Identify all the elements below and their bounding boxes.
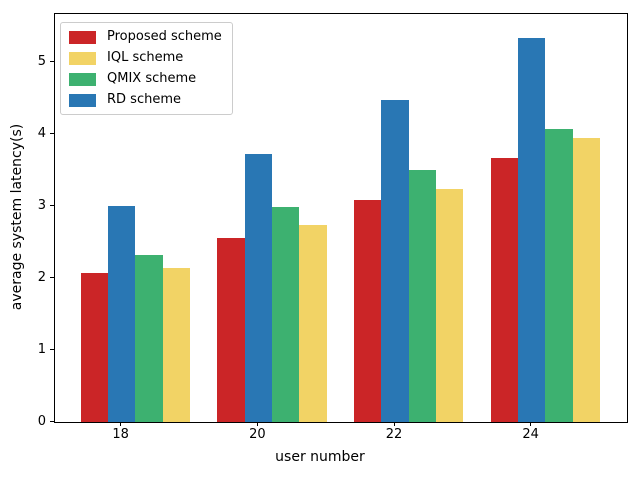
- legend-item-proposed-scheme: Proposed scheme: [69, 30, 224, 44]
- bar-iql-scheme-20: [299, 224, 327, 422]
- bar-proposed-scheme-22: [354, 200, 382, 422]
- x-tick-mark-24: [530, 422, 532, 426]
- bar-qmix-scheme-22: [408, 169, 436, 422]
- x-tick-mark-20: [256, 422, 258, 426]
- x-tick-label-20: 20: [249, 427, 266, 442]
- legend-item-qmix-scheme: QMIX scheme: [69, 72, 224, 86]
- bar-rd-scheme-22: [381, 99, 409, 422]
- y-axis-title: average system latency(s): [9, 123, 25, 311]
- bar-proposed-scheme-18: [80, 272, 108, 422]
- legend: Proposed scheme IQL scheme QMIX scheme RD s…: [60, 22, 233, 115]
- legend-swatch-rd-scheme: [69, 93, 96, 107]
- legend-item-iql-scheme: IQL scheme: [69, 51, 224, 65]
- bar-rd-scheme-18: [108, 205, 136, 422]
- legend-item-rd-scheme: RD scheme: [69, 93, 224, 107]
- bar-qmix-scheme-24: [545, 128, 573, 422]
- legend-swatch-proposed-scheme: [69, 30, 96, 44]
- bar-iql-scheme-22: [436, 188, 464, 422]
- y-tick-label-3: 3: [37, 198, 46, 213]
- legend-swatch-iql-scheme: [69, 51, 96, 65]
- y-tick-label-2: 2: [37, 269, 46, 285]
- y-tick-mark-5: [50, 61, 54, 63]
- x-tick-label-18: 18: [112, 427, 129, 442]
- y-tick-mark-1: [50, 348, 54, 350]
- legend-swatch-qmix-scheme: [69, 72, 96, 86]
- bar-qmix-scheme-20: [272, 207, 300, 422]
- legend-label-rd-scheme: RD scheme: [107, 92, 181, 107]
- y-tick-label-5: 5: [37, 54, 46, 70]
- bar-rd-scheme-24: [518, 38, 546, 422]
- y-tick-label-4: 4: [37, 126, 46, 142]
- bar-rd-scheme-20: [244, 154, 272, 422]
- x-axis-title: user number: [275, 449, 365, 465]
- bar-iql-scheme-18: [162, 267, 190, 422]
- x-tick-label-22: 22: [385, 427, 403, 442]
- x-tick-mark-18: [120, 422, 122, 426]
- bar-proposed-scheme-20: [217, 238, 245, 422]
- y-tick-mark-3: [50, 205, 54, 206]
- y-tick-label-1: 1: [37, 341, 46, 357]
- x-tick-label-24: 24: [522, 427, 539, 442]
- y-tick-mark-0: [50, 420, 54, 422]
- bar-qmix-scheme-18: [135, 254, 163, 422]
- bar-iql-scheme-24: [572, 138, 600, 422]
- plot-area: [54, 13, 628, 423]
- legend-label-qmix-scheme: QMIX scheme: [107, 71, 197, 86]
- x-tick-mark-22: [393, 422, 395, 426]
- y-tick-mark-4: [50, 133, 54, 135]
- legend-label-proposed-scheme: Proposed scheme: [107, 29, 222, 44]
- y-tick-mark-2: [50, 276, 54, 278]
- y-tick-label-0: 0: [37, 413, 46, 429]
- legend-label-iql-scheme: IQL scheme: [107, 50, 184, 65]
- bar-proposed-scheme-24: [490, 157, 518, 422]
